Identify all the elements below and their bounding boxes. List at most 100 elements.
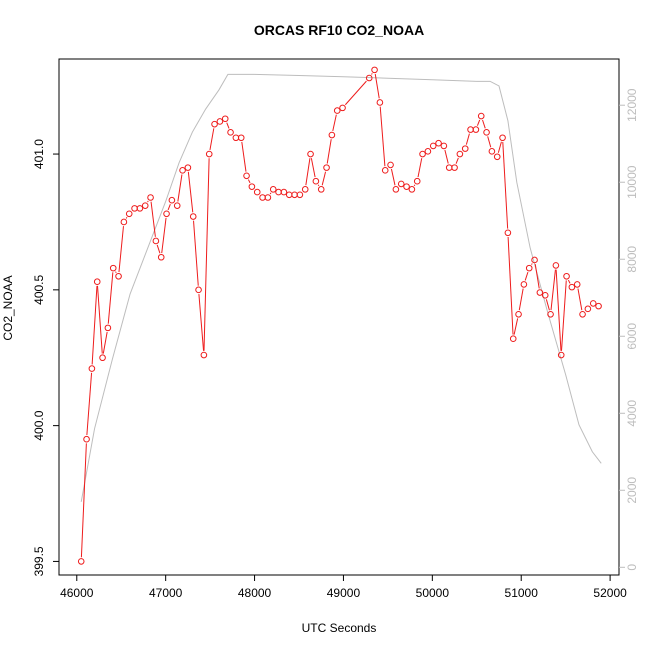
co2-point: [440, 142, 448, 150]
co2-segment: [371, 73, 373, 75]
co2-segment: [577, 288, 583, 311]
y2-tick-label: 10000: [625, 165, 639, 199]
co2-point: [403, 183, 410, 190]
co2-segment: [321, 171, 327, 186]
co2-segment: [524, 271, 529, 281]
co2-segment: [455, 157, 459, 164]
co2-segment: [305, 158, 311, 186]
y2-tick-label: 4000: [625, 400, 639, 427]
y2-tick-label: 6000: [625, 323, 639, 350]
co2-point: [179, 167, 186, 174]
y-tick-label: 400.0: [32, 410, 46, 440]
co2-segment: [310, 158, 316, 178]
co2-point: [184, 164, 192, 171]
co2-point: [275, 188, 282, 196]
co2-point: [232, 134, 240, 142]
co2-point: [424, 148, 432, 155]
co2-point: [413, 177, 421, 185]
co2-point: [264, 194, 272, 201]
y2-tick-label: 0: [625, 564, 639, 571]
co2-segment: [561, 280, 567, 351]
y-tick-label: 399.5: [32, 546, 46, 576]
co2-segment: [487, 136, 492, 148]
co2-segment: [198, 293, 205, 351]
co2-point: [483, 129, 490, 136]
y-tick-label: 400.5: [32, 275, 46, 305]
y-tick-label: 401.0: [32, 139, 46, 169]
co2-segment: [417, 158, 423, 178]
co2-segment: [326, 139, 332, 164]
co2-segment: [534, 264, 540, 289]
co2-segment: [518, 288, 524, 311]
co2-point: [408, 186, 416, 193]
co2-point: [147, 194, 154, 201]
co2-segment: [247, 179, 251, 184]
co2-segment: [177, 174, 183, 202]
co2-point: [125, 210, 133, 218]
co2-point: [488, 148, 496, 155]
co2-point: [520, 281, 528, 288]
co2-point: [595, 302, 602, 310]
co2-point: [547, 310, 554, 318]
y2-tick-label: 12000: [625, 88, 639, 122]
co2-segment: [241, 141, 247, 172]
co2-point: [189, 213, 197, 220]
co2-point: [200, 351, 208, 359]
co2-point: [435, 139, 442, 147]
co2-segment: [374, 73, 380, 99]
co2-point: [115, 272, 122, 280]
co2-point: [387, 161, 394, 169]
co2-point: [381, 167, 389, 174]
co2-segment: [80, 443, 87, 558]
co2-point: [328, 131, 336, 139]
co2-point: [429, 142, 437, 150]
co2-segment: [125, 217, 128, 219]
co2-segment: [86, 372, 93, 436]
co2-point: [312, 177, 320, 185]
co2-point: [237, 134, 245, 142]
co2-point: [99, 354, 106, 362]
co2-point: [291, 191, 298, 199]
co2-segment: [147, 200, 149, 203]
x-axis: 46000 47000 48000 49000 50000 51000 52000: [60, 575, 627, 600]
co2-point: [317, 186, 325, 193]
co2-point: [499, 134, 506, 142]
co2-point: [173, 202, 181, 209]
x-tick-label: 49000: [327, 586, 361, 600]
co2-segment: [476, 119, 481, 126]
co2-point: [307, 150, 314, 158]
co2-segment: [482, 119, 486, 129]
co2-segment: [567, 279, 571, 284]
x-tick-label: 50000: [416, 586, 450, 600]
y-axis: 399.5 400.0 400.5 401.0: [32, 139, 59, 576]
plot-frame: [58, 58, 620, 576]
co2-segment: [545, 299, 550, 311]
x-tick-label: 52000: [593, 586, 627, 600]
co2-segment: [550, 269, 556, 311]
x-tick-label: 47000: [149, 586, 183, 600]
chart-title: ORCAS RF10 CO2_NOAA: [254, 22, 424, 38]
co2-point: [541, 291, 549, 299]
co2-point: [83, 435, 90, 443]
co2-point: [269, 186, 277, 193]
co2-point: [477, 112, 485, 120]
co2-segment: [209, 128, 215, 151]
co2-point: [109, 264, 117, 272]
co2-segment: [118, 226, 124, 273]
co2-point: [579, 310, 586, 318]
co2-point: [552, 262, 560, 269]
co2-point: [131, 205, 138, 212]
co2-point: [77, 558, 85, 565]
co2-point: [589, 300, 597, 307]
co2-point: [456, 150, 464, 158]
x-tick-label: 51000: [505, 586, 539, 600]
co2-segment: [379, 106, 386, 167]
co2-point: [339, 104, 346, 112]
co2-segment: [531, 263, 533, 265]
co2-point: [493, 153, 501, 161]
co2-point: [285, 191, 293, 199]
co2-segment: [390, 168, 396, 186]
co2-point: [88, 365, 96, 372]
co2-point: [531, 256, 538, 264]
co2-point: [163, 210, 170, 218]
